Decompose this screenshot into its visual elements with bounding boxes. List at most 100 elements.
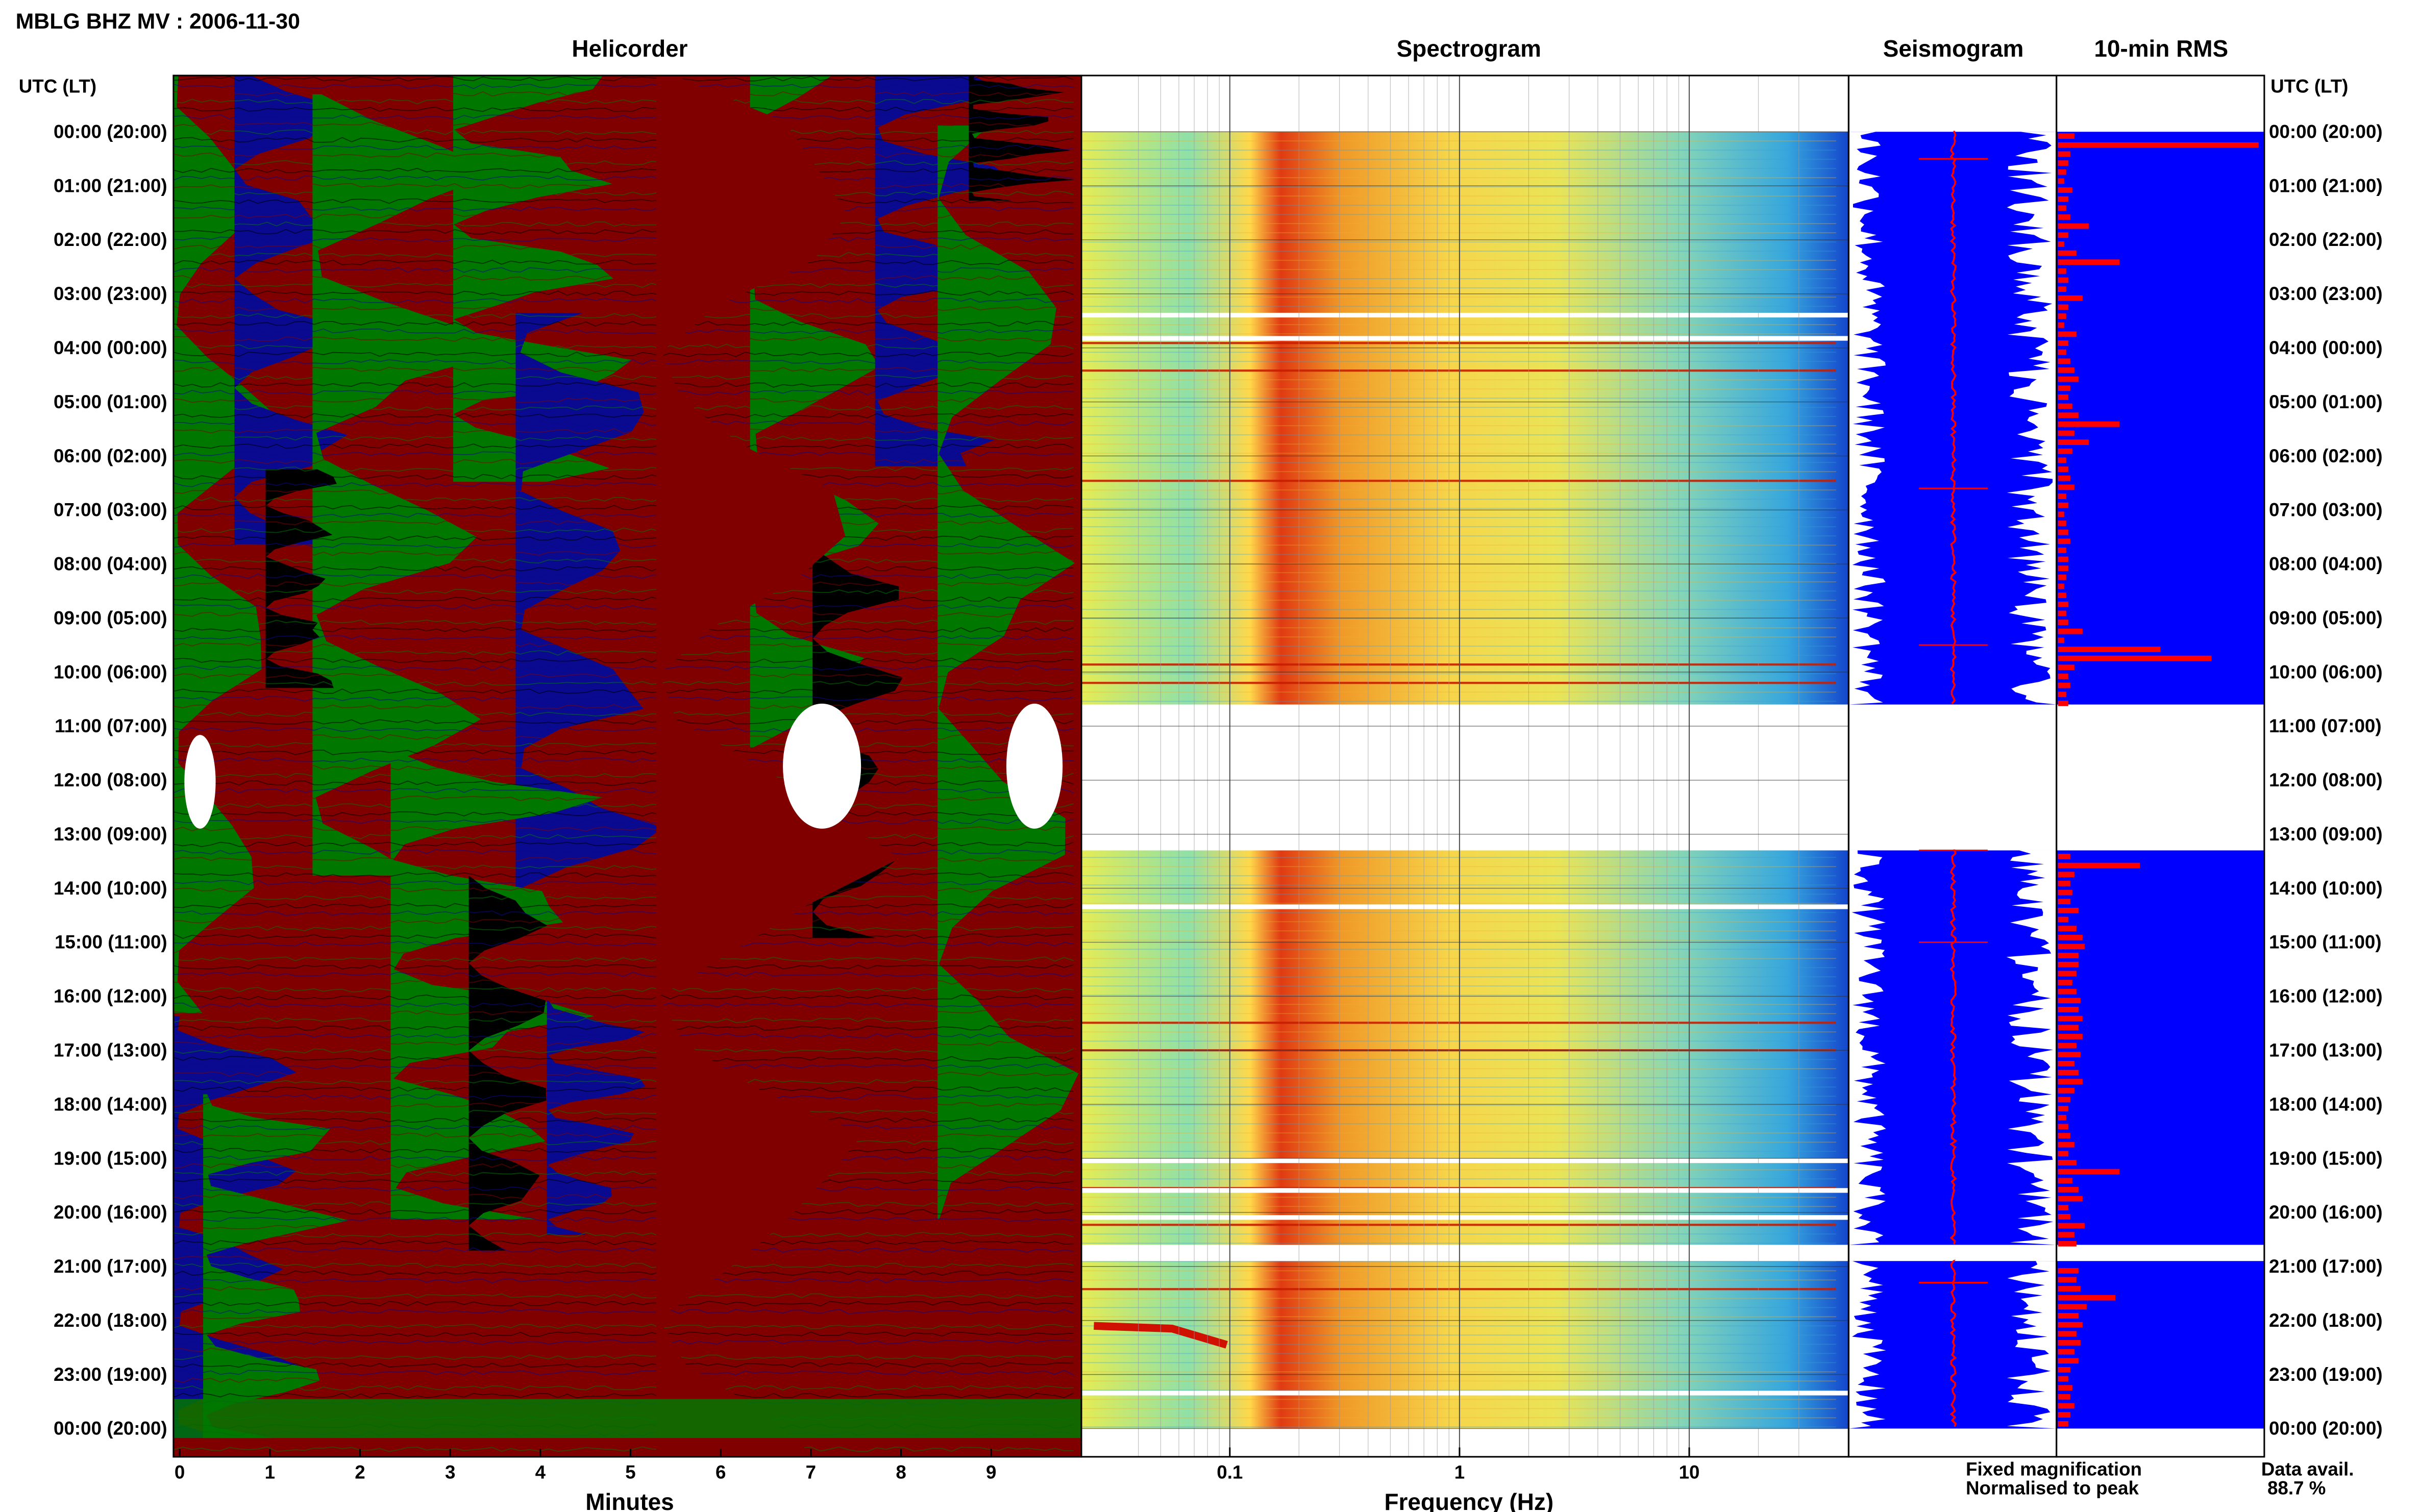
rms-bar	[2058, 1322, 2083, 1328]
helicorder-trace-line	[173, 206, 1074, 212]
rms-bar	[2058, 439, 2089, 445]
rms-bar	[2058, 1015, 2083, 1022]
rms-bar	[2058, 701, 2068, 706]
rms-bar	[2058, 1349, 2075, 1355]
helicorder-trace-line	[173, 833, 1074, 840]
spectrogram-gap	[1081, 1391, 1849, 1396]
helicorder-trace-line	[173, 290, 1074, 296]
rms-bar	[2058, 1169, 2120, 1175]
time-label-right: 22:00 (18:00)	[2269, 1310, 2383, 1331]
rms-bar	[2058, 142, 2259, 148]
time-label-left: 17:00 (13:00)	[54, 1040, 167, 1061]
helicorder-trace-line	[173, 459, 1074, 464]
figure-title: MBLG BHZ MV : 2006-11-30	[16, 9, 300, 34]
rms-bar	[2058, 493, 2066, 499]
time-label-left: 21:00 (17:00)	[54, 1256, 167, 1277]
helicorder-trace-line	[173, 512, 1074, 518]
rms-bar	[2058, 619, 2068, 625]
helicorder-trace-line	[173, 1148, 1074, 1154]
data-availability-label: Data avail.	[2261, 1459, 2354, 1480]
helicorder-trace-line	[173, 1224, 1074, 1230]
helicorder-trace-line	[173, 106, 1074, 112]
helicorder-trace-line	[173, 635, 1074, 640]
helicorder-trace-line	[173, 803, 1074, 809]
helicorder-trace-line	[173, 1278, 1074, 1284]
frequency-axis: 0.1 1 10	[1217, 1447, 1700, 1483]
rms-frame	[2056, 75, 2265, 1458]
spectrogram-gap	[1081, 1188, 1849, 1193]
helicorder-trace-line	[173, 282, 1074, 288]
frequency-tick-label: 10	[1679, 1462, 1700, 1483]
rms-bar	[2058, 1241, 2077, 1247]
rms-bar	[2058, 556, 2068, 562]
rms-bar	[2058, 1304, 2087, 1310]
rms-bar	[2058, 295, 2083, 301]
minutes-tick-label: 9	[986, 1462, 996, 1483]
rms-bar	[2058, 412, 2079, 418]
rms-bar	[2058, 1277, 2077, 1283]
rms-bar	[2058, 548, 2066, 553]
rms-bar	[2058, 1376, 2068, 1382]
helicorder-trace-line	[173, 1071, 1074, 1077]
helicorder-trace-line	[173, 1018, 1074, 1023]
time-label-right: 10:00 (06:00)	[2269, 661, 2383, 682]
rms-bar	[2058, 1133, 2070, 1138]
rms-bar	[2058, 899, 2070, 905]
rms-bar	[2058, 601, 2068, 607]
rms-bar	[2058, 1178, 2072, 1184]
time-label-left: 11:00 (07:00)	[55, 715, 167, 736]
spectrogram-block	[1081, 1261, 1849, 1429]
helicorder-trace-line	[173, 872, 1074, 878]
rms-bar	[2058, 872, 2075, 878]
rms-bar	[2058, 277, 2068, 283]
helicorder-trace-line	[173, 83, 1074, 89]
frequency-tick-label: 1	[1454, 1462, 1465, 1483]
helicorder-trace-line	[173, 895, 1074, 901]
time-label-right: 13:00 (09:00)	[2269, 824, 2383, 845]
helicorder-trace-line	[173, 397, 1074, 403]
spectrogram-gap	[1081, 312, 1849, 318]
helicorder-trace-line	[173, 810, 1074, 817]
helicorder-trace-line	[173, 887, 1074, 893]
rms-bar	[2058, 1340, 2081, 1346]
rms-bar	[2058, 1421, 2068, 1427]
helicorder-trace-line	[173, 918, 1074, 924]
rms-bar	[2058, 331, 2077, 337]
rms-bar	[2058, 1394, 2070, 1400]
rms-bar	[2058, 691, 2066, 698]
time-label-left: 09:00 (05:00)	[54, 607, 167, 628]
helicorder-trace-line	[173, 114, 1074, 120]
rms-bar	[2058, 403, 2072, 409]
helicorder-trace-line	[173, 1178, 1074, 1184]
seismogram-envelope	[2007, 1261, 2057, 1429]
rms-bar	[2058, 151, 2070, 157]
time-label-left: 08:00 (04:00)	[54, 554, 167, 575]
rms-bar	[2058, 1213, 2070, 1220]
minutes-tick-label: 0	[175, 1462, 185, 1483]
helicorder-trace-line	[173, 773, 1074, 779]
time-label-left: 07:00 (03:00)	[54, 500, 167, 520]
helicorder-trace-line	[173, 987, 1074, 993]
rms-bar	[2058, 196, 2068, 202]
seismogram-envelope	[2007, 132, 2057, 705]
rms-bar	[2058, 304, 2068, 310]
rms-bar	[2058, 1052, 2081, 1058]
helicorder-trace-band	[969, 75, 1075, 201]
frequency-tick-label: 0.1	[1217, 1462, 1243, 1483]
helicorder-trace-line	[173, 1132, 1074, 1138]
rms-bar	[2058, 682, 2070, 688]
time-label-left: 04:00 (00:00)	[54, 337, 167, 358]
helicorder-trace-line	[173, 183, 1074, 189]
legend-fixed-magnification: Fixed magnification	[1966, 1459, 2142, 1480]
rms-bar	[2058, 1268, 2079, 1274]
helicorder-trace-line	[173, 213, 1074, 219]
rms-bar	[2058, 1385, 2072, 1391]
helicorder-trace-line	[173, 91, 1074, 97]
rms-bar	[2058, 907, 2079, 913]
rms-bar	[2058, 286, 2066, 292]
rms-bar	[2058, 1034, 2083, 1039]
helicorder-trace-line	[173, 910, 1074, 916]
rms-bar	[2058, 961, 2079, 968]
helicorder-trace-line	[173, 428, 1074, 434]
helicorder-trace-line	[173, 160, 1074, 166]
